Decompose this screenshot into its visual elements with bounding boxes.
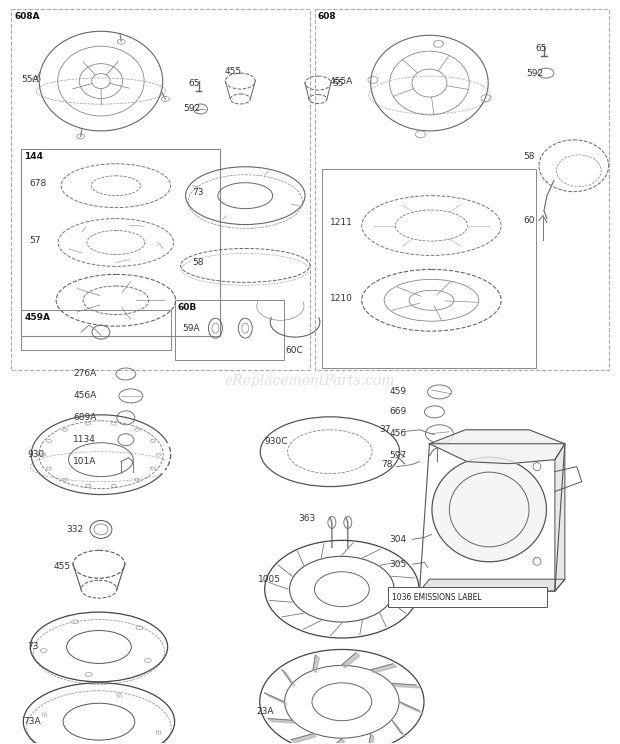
Polygon shape bbox=[328, 739, 345, 744]
Text: 59A: 59A bbox=[182, 324, 200, 333]
Text: 678: 678 bbox=[29, 179, 46, 188]
Polygon shape bbox=[430, 430, 565, 464]
Text: 78: 78 bbox=[382, 460, 393, 469]
Text: 930C: 930C bbox=[264, 437, 288, 446]
Text: 305: 305 bbox=[389, 559, 407, 568]
Text: 73A: 73A bbox=[24, 717, 41, 726]
Polygon shape bbox=[400, 702, 423, 713]
Polygon shape bbox=[342, 652, 360, 668]
Bar bbox=[21, 310, 171, 350]
Polygon shape bbox=[371, 664, 397, 673]
Polygon shape bbox=[420, 580, 565, 591]
Text: 608A: 608A bbox=[14, 13, 40, 22]
Text: 455: 455 bbox=[224, 67, 242, 76]
Bar bbox=[388, 587, 547, 607]
Text: 60C: 60C bbox=[285, 345, 303, 355]
Text: 60B: 60B bbox=[177, 304, 197, 312]
Text: 592: 592 bbox=[184, 104, 201, 114]
Text: 608: 608 bbox=[318, 13, 337, 22]
Text: 58: 58 bbox=[523, 153, 534, 161]
Text: 65: 65 bbox=[535, 44, 546, 53]
Text: 1211: 1211 bbox=[330, 218, 353, 227]
Text: 597: 597 bbox=[389, 451, 407, 461]
Text: 689A: 689A bbox=[73, 414, 97, 423]
Polygon shape bbox=[268, 719, 295, 723]
Polygon shape bbox=[313, 655, 319, 673]
Text: 101A: 101A bbox=[73, 457, 97, 466]
Bar bbox=[11, 10, 310, 370]
Text: 60: 60 bbox=[523, 216, 534, 225]
Text: 23A: 23A bbox=[256, 708, 274, 716]
Text: 459: 459 bbox=[389, 388, 407, 397]
Text: 456: 456 bbox=[389, 429, 407, 438]
Text: 65: 65 bbox=[188, 79, 200, 88]
Text: 930: 930 bbox=[27, 450, 45, 459]
Text: 276A: 276A bbox=[73, 370, 96, 379]
Polygon shape bbox=[392, 683, 420, 688]
Text: 55A: 55A bbox=[21, 74, 39, 83]
Text: 144: 144 bbox=[24, 152, 43, 161]
Text: 363: 363 bbox=[298, 514, 316, 523]
Text: 455: 455 bbox=[53, 562, 70, 571]
Polygon shape bbox=[392, 720, 406, 737]
Text: eReplacementParts.com: eReplacementParts.com bbox=[224, 374, 396, 388]
Bar bbox=[315, 10, 609, 370]
Polygon shape bbox=[368, 734, 374, 744]
Text: 73: 73 bbox=[27, 643, 39, 652]
Text: 459A: 459A bbox=[24, 313, 50, 322]
Polygon shape bbox=[282, 670, 295, 686]
Text: 455A: 455A bbox=[330, 77, 353, 86]
Text: 58: 58 bbox=[193, 258, 204, 267]
Text: 1036 EMISSIONS LABEL: 1036 EMISSIONS LABEL bbox=[392, 593, 481, 602]
Text: 57: 57 bbox=[29, 236, 41, 245]
Text: 304: 304 bbox=[389, 535, 407, 544]
Text: 37: 37 bbox=[379, 426, 391, 434]
Text: 332: 332 bbox=[66, 525, 83, 534]
Text: 1005: 1005 bbox=[259, 574, 281, 584]
Text: 1210: 1210 bbox=[330, 294, 353, 303]
Text: 669: 669 bbox=[389, 408, 407, 417]
Ellipse shape bbox=[432, 457, 546, 562]
Polygon shape bbox=[291, 734, 316, 743]
Text: 73: 73 bbox=[193, 188, 204, 197]
Text: 592: 592 bbox=[526, 68, 543, 77]
Text: 55: 55 bbox=[332, 79, 343, 88]
Bar bbox=[21, 149, 220, 336]
Bar bbox=[322, 169, 536, 368]
Polygon shape bbox=[265, 693, 287, 705]
Text: 1134: 1134 bbox=[73, 435, 96, 444]
Text: 456A: 456A bbox=[73, 391, 96, 400]
Polygon shape bbox=[555, 443, 565, 591]
Bar bbox=[175, 301, 284, 360]
